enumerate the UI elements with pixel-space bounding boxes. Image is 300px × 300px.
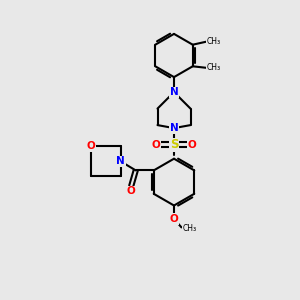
Text: O: O bbox=[188, 140, 196, 150]
Text: O: O bbox=[86, 141, 95, 152]
Text: N: N bbox=[116, 156, 125, 167]
Text: O: O bbox=[127, 186, 136, 197]
Text: S: S bbox=[170, 138, 178, 151]
Text: N: N bbox=[169, 87, 178, 97]
Text: CH₃: CH₃ bbox=[183, 224, 197, 233]
Text: N: N bbox=[169, 123, 178, 133]
Text: CH₃: CH₃ bbox=[207, 63, 221, 72]
Text: O: O bbox=[152, 140, 160, 150]
Text: CH₃: CH₃ bbox=[207, 37, 221, 46]
Text: O: O bbox=[169, 214, 178, 224]
